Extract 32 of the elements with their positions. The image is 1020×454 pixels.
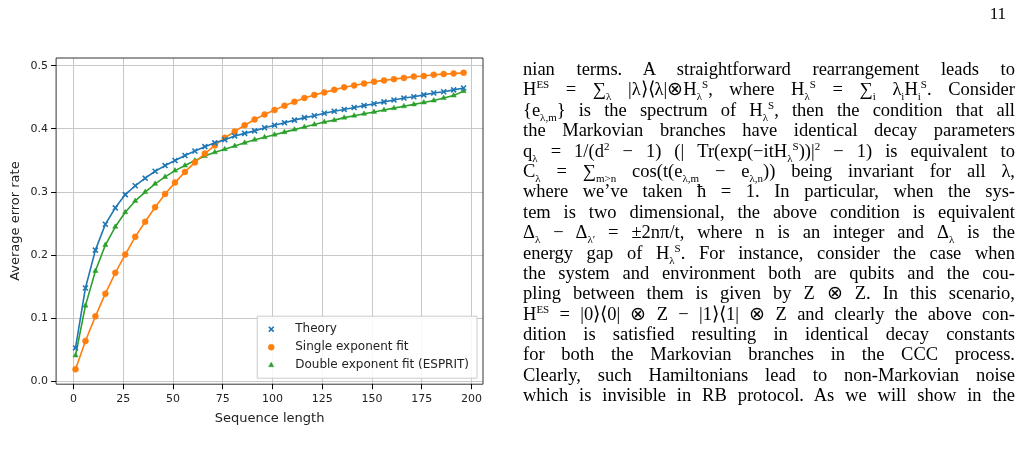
y-tick-label: 0.4 <box>30 121 49 135</box>
x-tick-label: 75 <box>215 391 230 405</box>
text: which is invisible in RB protocol. As we will show in the <box>523 385 1015 406</box>
y-tick-label: 0.0 <box>30 374 49 388</box>
x-tick-label: 200 <box>461 391 483 405</box>
x-axis-title: Sequence length <box>214 409 325 425</box>
text: 11 <box>989 4 1006 24</box>
x-tick-label: 125 <box>311 391 333 405</box>
y-tick-label: 0.3 <box>30 184 49 198</box>
text: tem is two dimensional, the above condition is equivalent <box>523 201 1015 223</box>
text: dition is satisfied resulting in identical decay constants <box>523 324 1015 345</box>
x-tick-label: 50 <box>166 391 181 405</box>
text: q$_{λ}$ = 1/(d$^{2}$ − 1) (| Tr(exp(−itH$_{λ}$$^{S}$))|$^{2}$ − 1) is equivalent to <box>523 139 1015 164</box>
legend-label: Double exponent fit (ESPRIT) <box>295 357 469 372</box>
x-tick-label: 100 <box>262 391 284 405</box>
y-tick-label: 0.2 <box>30 248 49 262</box>
y-axis-title: Average error rate <box>7 161 23 281</box>
x-tick-label: 0 <box>70 391 78 405</box>
x-tick-label: 150 <box>361 391 383 405</box>
text: Δ$_{λ}$ − Δ$_{λ′}$ = ±2nπ/t, where n is an integer and Δ$_{λ}$ is the <box>523 222 1015 245</box>
x-tick-label: 25 <box>116 391 131 405</box>
text: pling between them is given by Z ⊗ Z. In this scenario, <box>523 283 1015 304</box>
legend-label: Theory <box>294 321 337 336</box>
legend-label: Single exponent fit <box>295 339 409 354</box>
text: H$^{ES}$ = ∑$_{λ}$ |λ⟩⟨λ|⊗H$_{λ}$$^{S}$, where H$_{λ}$$^{S}$ = ∑$_{i}$ λ$_{i}$H$_{i}$$^{S}$. Consider <box>523 78 1015 103</box>
text: for both the Markovian branches in the CCC process. <box>523 344 1015 365</box>
y-tick-label: 0.5 <box>30 58 49 72</box>
text: H$^{ES}$ = |0⟩⟨0| ⊗ Z − |1⟩⟨1| ⊗ Z and clearly the above con- <box>523 302 1015 325</box>
y-tick-label: 0.1 <box>30 311 49 325</box>
x-tick-label: 175 <box>411 391 433 405</box>
text: Clearly, such Hamiltonians lead to non-Markovian noise <box>523 364 1015 386</box>
text: nian terms. A straightforward rearrangement leads to <box>523 59 1015 80</box>
